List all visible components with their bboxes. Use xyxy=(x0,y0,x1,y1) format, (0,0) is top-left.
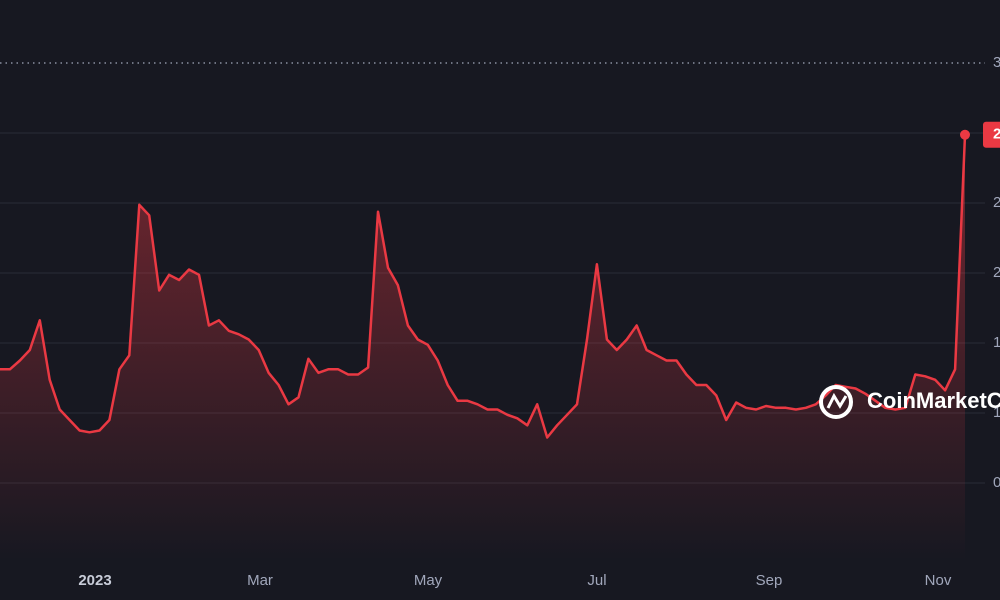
watermark: CoinMarketCap xyxy=(867,388,1000,413)
y-tick-label: 2 xyxy=(993,194,1000,211)
overlay: CoinMarketCap 2 xyxy=(819,121,1000,419)
plot xyxy=(0,129,970,561)
y-tick-label: 1 xyxy=(993,334,1000,351)
area xyxy=(0,134,965,561)
logo-circle xyxy=(819,385,853,419)
price-tag-label: 2 xyxy=(993,126,1000,143)
last-point xyxy=(960,129,970,140)
logo-wave xyxy=(826,392,848,409)
x-tick-label: Mar xyxy=(247,572,273,589)
x-tick-label: Jul xyxy=(587,572,606,589)
y-tick-label: 0 xyxy=(993,474,1000,491)
x-tick-label: 2023 xyxy=(78,572,111,589)
y-tick-label: 1 xyxy=(993,404,1000,421)
high-line-label: 3 xyxy=(993,54,1000,71)
x-tick-label: Sep xyxy=(756,572,783,589)
line xyxy=(0,134,967,439)
y-tick-label: 2 xyxy=(993,264,1000,281)
price-tag xyxy=(983,121,1000,148)
x-tick-label: May xyxy=(414,572,443,589)
watermark-logo xyxy=(819,385,853,419)
x-tick-label: Nov xyxy=(925,572,952,589)
